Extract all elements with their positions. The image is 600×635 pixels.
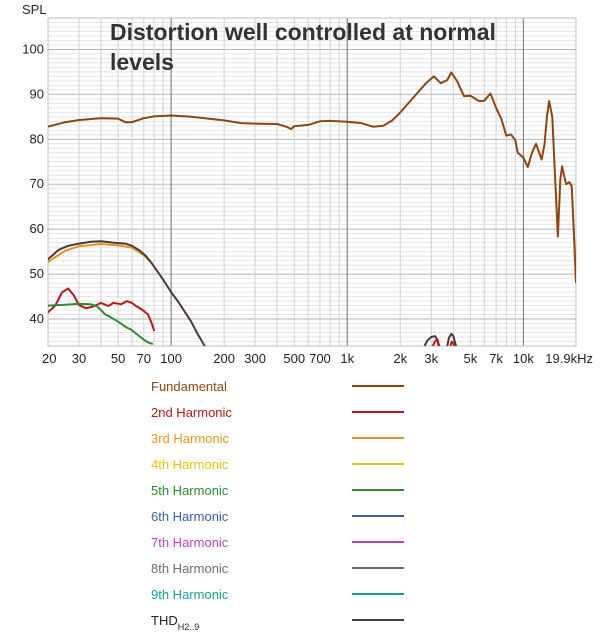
legend-label: 3rd Harmonic <box>151 431 230 446</box>
series-line-thd <box>48 240 206 346</box>
y-axis-label: SPL <box>22 2 47 17</box>
x-tick-label: 700 <box>309 351 331 366</box>
y-tick-labels: 40 50 60 70 80 90 100 <box>22 41 44 326</box>
curves <box>48 71 576 346</box>
legend-label: 9th Harmonic <box>151 587 229 602</box>
x-tick-label: 30 <box>72 351 86 366</box>
x-tick-label: 1k <box>340 351 354 366</box>
chart-title-line-2: levels <box>110 49 174 75</box>
series-segment-2nd-harmonic <box>431 338 441 346</box>
y-tick-label: 40 <box>30 311 44 326</box>
y-tick-label: 70 <box>30 176 44 191</box>
series-line-3rd-harmonic <box>48 243 151 263</box>
legend-label-subscript: H2..9 <box>178 622 200 632</box>
x-tick-label: 19.9kHz <box>545 351 593 366</box>
series-segment-2nd-harmonic <box>449 340 456 346</box>
x-tick-label: 7k <box>489 351 503 366</box>
legend-label: 5th Harmonic <box>151 483 229 498</box>
series-line-2nd-harmonic <box>48 287 155 332</box>
x-tick-label: 20 <box>42 351 56 366</box>
series-segment-thd <box>446 332 458 346</box>
x-tick-label: 300 <box>244 351 266 366</box>
legend-label: 8th Harmonic <box>151 561 229 576</box>
x-tick-label: 5k <box>463 351 477 366</box>
series-line-fundamental <box>48 71 576 284</box>
legend: Fundamental 2nd Harmonic 3rd Harmonic 4th H… <box>151 379 404 632</box>
legend-label: THDH2..9 <box>151 613 199 632</box>
x-tick-label: 3k <box>424 351 438 366</box>
series-line-5th-harmonic <box>48 302 154 345</box>
x-tick-label: 10k <box>513 351 534 366</box>
x-tick-labels: 20 30 50 70 100 200 300 500 700 1k 2k 3k 5k 7k 10k 19.9… <box>42 351 593 366</box>
x-tick-label: 70 <box>137 351 151 366</box>
x-tick-label: 50 <box>111 351 125 366</box>
legend-label: 7th Harmonic <box>151 535 229 550</box>
legend-label: 2nd Harmonic <box>151 405 232 420</box>
x-tick-label: 100 <box>160 351 182 366</box>
legend-label: 4th Harmonic <box>151 457 229 472</box>
x-tick-label: 500 <box>283 351 305 366</box>
chart-title-line-1: Distortion well controlled at normal <box>110 19 496 45</box>
y-tick-label: 60 <box>30 221 44 236</box>
plot-area <box>48 18 576 346</box>
y-tick-label: 50 <box>30 266 44 281</box>
x-tick-label: 200 <box>213 351 235 366</box>
y-tick-label: 100 <box>22 41 44 56</box>
grid-lines <box>47 17 576 347</box>
plot-border <box>47 17 577 347</box>
legend-label: Fundamental <box>151 379 227 394</box>
y-tick-label: 90 <box>30 86 44 101</box>
legend-label: 6th Harmonic <box>151 509 229 524</box>
y-tick-label: 80 <box>30 131 44 146</box>
x-tick-label: 2k <box>393 351 407 366</box>
